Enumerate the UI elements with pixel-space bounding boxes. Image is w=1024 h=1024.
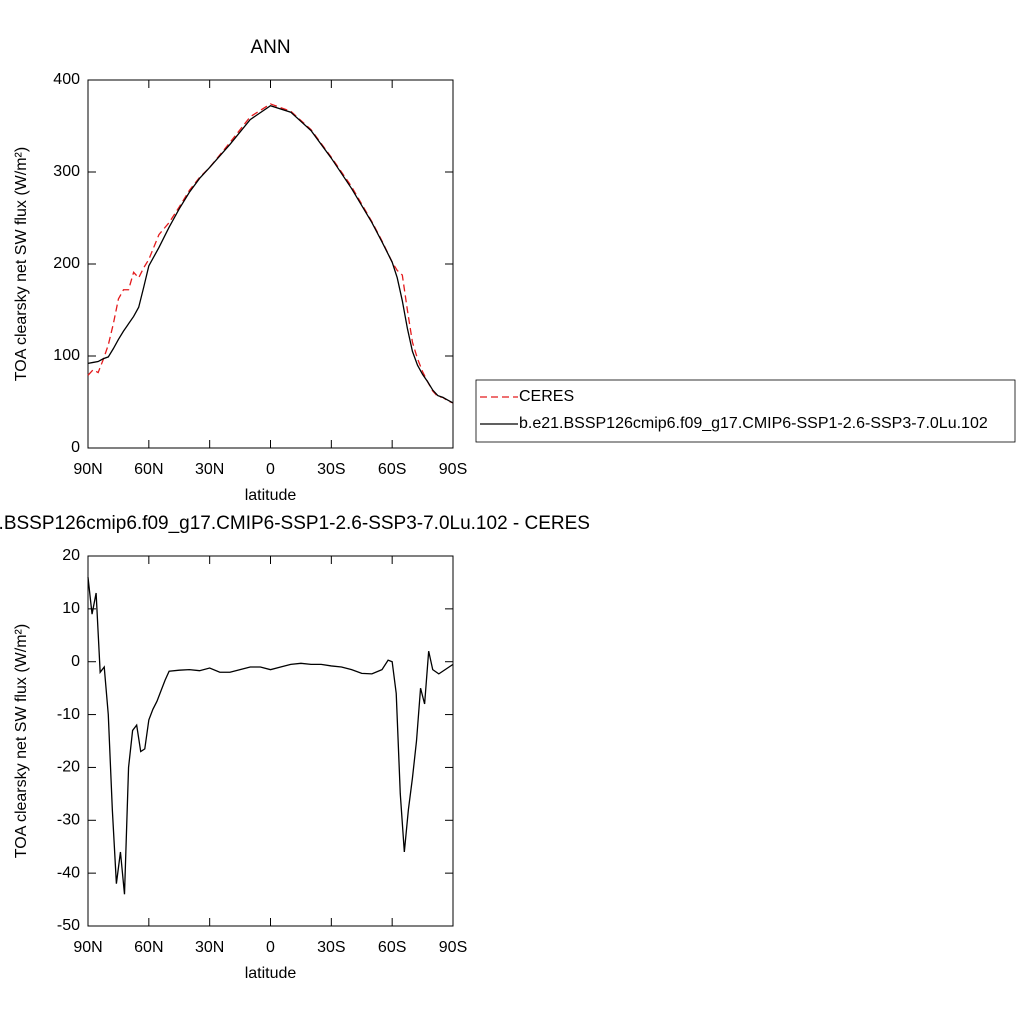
y-tick-label: -40 — [57, 864, 80, 881]
x-tick-label: 90S — [439, 939, 467, 956]
data-line — [87, 103, 454, 404]
legend-label: b.e21.BSSP126cmip6.f09_g17.CMIP6-SSP1-2.… — [519, 415, 988, 432]
y-tick-label: -20 — [57, 759, 80, 776]
x-tick-label: 30N — [195, 939, 224, 956]
x-axis-label: latitude — [245, 487, 297, 504]
x-tick-label: 60N — [134, 939, 163, 956]
y-tick-label: 200 — [53, 255, 80, 272]
chart-title: b.e21.BSSP126cmip6.f09_g17.CMIP6-SSP1-2.… — [0, 513, 590, 534]
x-tick-label: 30N — [195, 461, 224, 478]
y-tick-label: 10 — [62, 600, 80, 617]
x-tick-label: 30S — [317, 461, 345, 478]
x-tick-label: 0 — [266, 939, 275, 956]
y-tick-label: 20 — [62, 547, 80, 564]
y-axis-label: TOA clearsky net SW flux (W/m²) — [13, 147, 30, 381]
x-tick-label: 90N — [73, 939, 102, 956]
y-axis-label: TOA clearsky net SW flux (W/m²) — [13, 624, 30, 858]
x-tick-label: 60N — [134, 461, 163, 478]
legend-box — [475, 379, 1016, 443]
legend-label: CERES — [519, 388, 574, 405]
x-tick-label: 90N — [73, 461, 102, 478]
x-tick-label: 60S — [378, 939, 406, 956]
x-axis-label: latitude — [245, 965, 297, 982]
y-tick-label: 0 — [71, 653, 80, 670]
x-tick-label: 90S — [439, 461, 467, 478]
x-tick-label: 60S — [378, 461, 406, 478]
y-tick-label: 100 — [53, 347, 80, 364]
data-line — [87, 577, 454, 895]
y-tick-label: -10 — [57, 706, 80, 723]
y-tick-label: -50 — [57, 917, 80, 934]
y-tick-label: -30 — [57, 812, 80, 829]
data-line — [87, 105, 454, 404]
y-tick-label: 0 — [71, 439, 80, 456]
x-tick-label: 30S — [317, 939, 345, 956]
y-tick-label: 300 — [53, 163, 80, 180]
y-tick-label: 400 — [53, 71, 80, 88]
x-tick-label: 0 — [266, 461, 275, 478]
chart-title: ANN — [250, 37, 290, 58]
plot-frame — [87, 79, 454, 449]
